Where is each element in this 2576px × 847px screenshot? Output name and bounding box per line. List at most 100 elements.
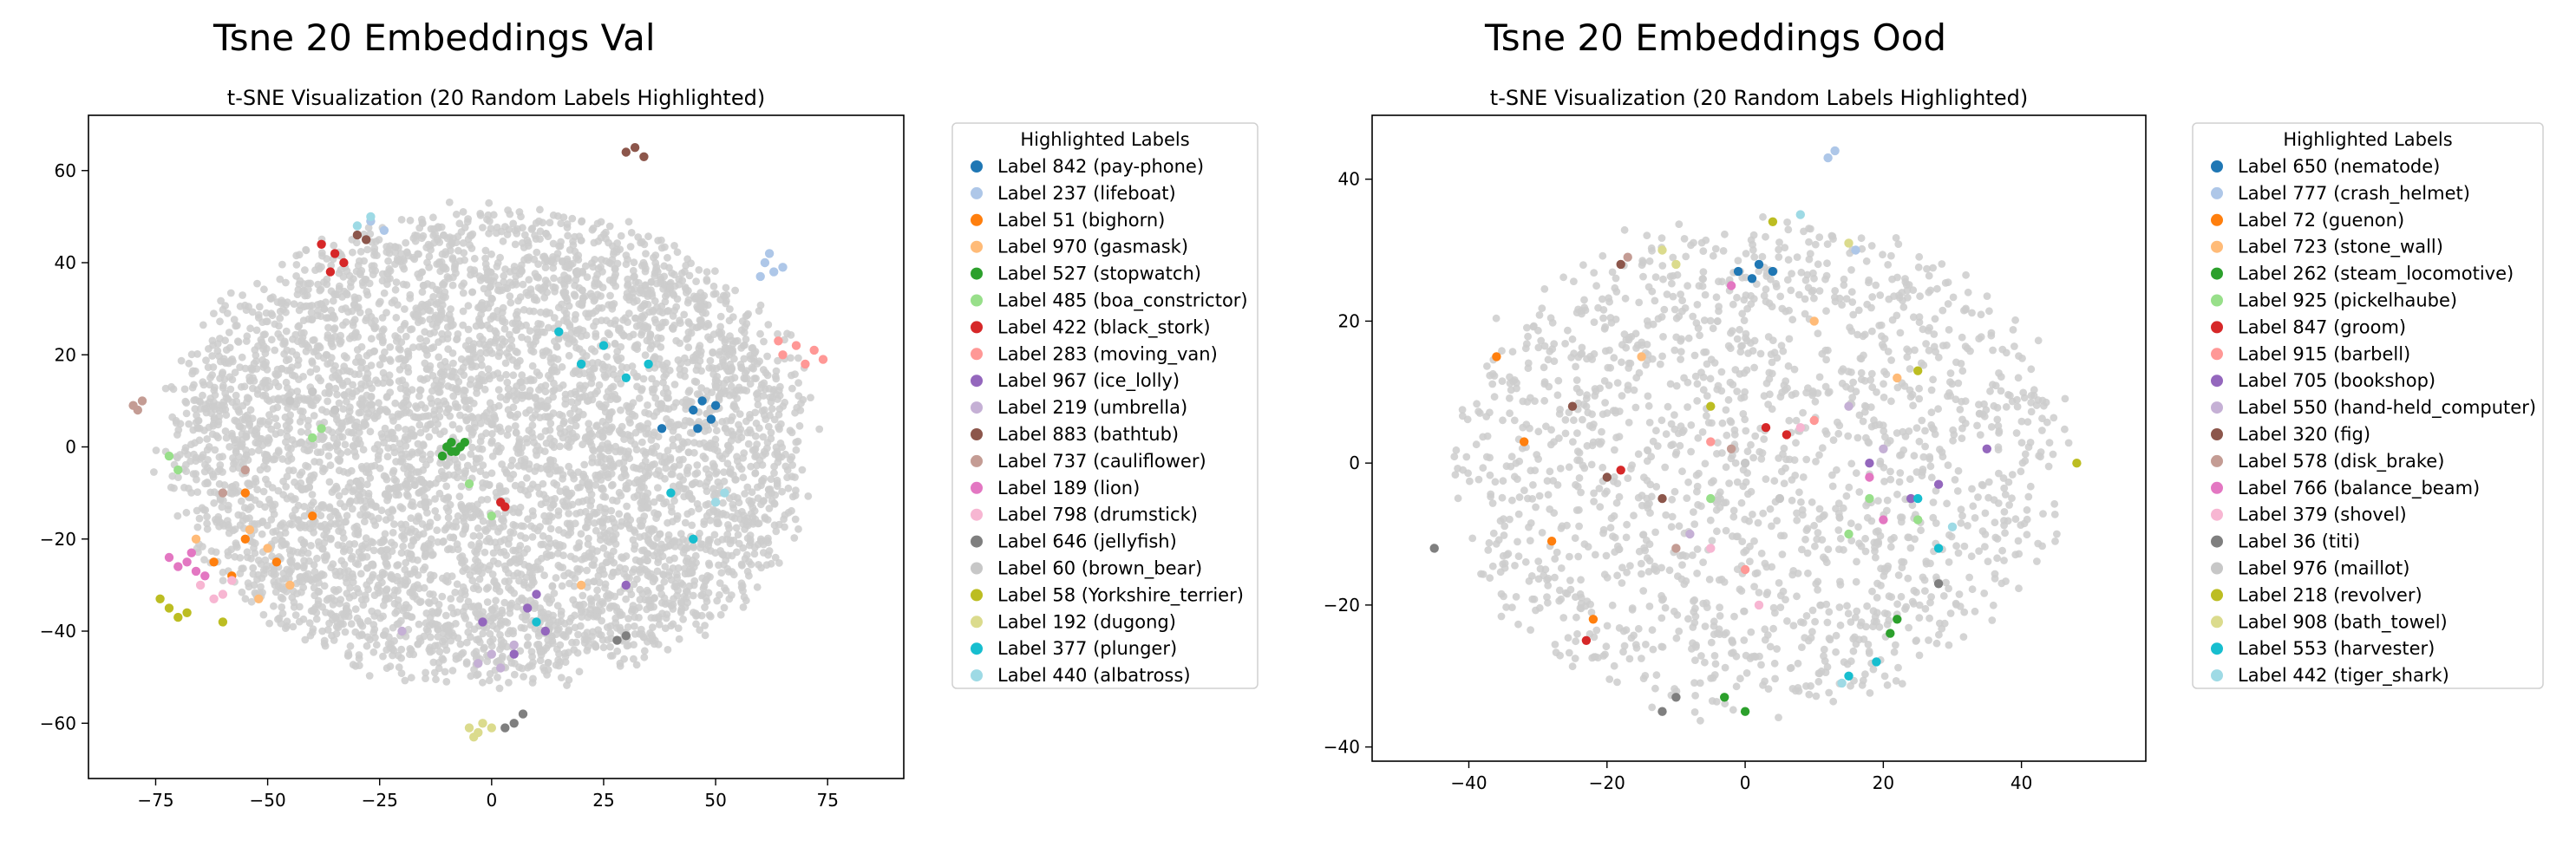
background-point — [363, 633, 372, 642]
background-point — [794, 524, 802, 533]
background-point — [701, 603, 709, 611]
background-point — [260, 285, 268, 294]
background-point — [674, 433, 683, 441]
background-point — [241, 364, 250, 373]
background-point — [624, 615, 632, 622]
background-point — [369, 621, 378, 629]
background-point — [591, 389, 599, 398]
background-point — [259, 330, 268, 339]
background-point — [631, 440, 639, 449]
background-point — [415, 420, 424, 429]
background-point — [474, 414, 483, 422]
background-point — [469, 531, 478, 540]
background-point — [742, 417, 750, 426]
background-point — [723, 531, 732, 538]
background-point — [654, 641, 663, 648]
background-point — [729, 504, 737, 512]
background-point — [650, 574, 658, 582]
background-point — [472, 549, 481, 557]
background-point — [709, 282, 718, 290]
background-point — [585, 534, 592, 543]
background-point — [565, 569, 572, 577]
background-point — [549, 611, 557, 620]
background-point — [268, 552, 276, 561]
background-point — [501, 359, 510, 368]
background-point — [254, 520, 262, 528]
background-point — [448, 667, 457, 674]
background-point — [677, 607, 685, 615]
background-point — [783, 466, 792, 474]
background-point — [263, 521, 271, 530]
background-point — [240, 382, 249, 391]
background-point — [716, 610, 725, 619]
background-point — [748, 488, 756, 497]
background-point — [298, 414, 307, 421]
background-point — [394, 423, 402, 432]
background-point — [212, 432, 221, 440]
background-point — [418, 288, 427, 296]
background-point — [372, 641, 381, 649]
background-point — [566, 468, 575, 477]
background-point — [390, 296, 399, 304]
background-point — [444, 621, 453, 629]
background-point — [510, 589, 519, 597]
background-point — [453, 463, 461, 472]
background-point — [662, 370, 670, 379]
background-point — [271, 430, 280, 439]
background-point — [652, 380, 660, 388]
background-point — [222, 411, 231, 420]
background-point — [453, 608, 461, 616]
background-point — [261, 362, 270, 369]
background-point — [738, 507, 746, 516]
background-point — [399, 280, 408, 289]
background-point — [571, 623, 579, 632]
background-point — [495, 349, 504, 357]
background-point — [470, 254, 479, 263]
background-point — [549, 387, 557, 395]
background-point — [575, 300, 584, 309]
background-point — [788, 428, 796, 437]
background-point — [644, 571, 652, 580]
background-point — [180, 446, 189, 455]
background-point — [747, 499, 755, 508]
background-point — [507, 557, 515, 566]
background-point — [546, 426, 554, 434]
background-point — [429, 590, 437, 599]
background-point — [185, 359, 193, 368]
background-point — [487, 315, 495, 323]
background-point — [476, 332, 484, 341]
background-point — [647, 436, 656, 444]
background-point — [618, 553, 625, 562]
background-point — [216, 335, 224, 342]
background-point — [705, 611, 714, 619]
background-point — [571, 292, 579, 300]
background-point — [238, 353, 246, 362]
background-point — [278, 455, 287, 463]
background-point — [395, 377, 403, 385]
background-point — [562, 263, 571, 271]
background-point — [754, 483, 762, 492]
background-point — [247, 597, 256, 606]
background-point — [425, 433, 434, 441]
background-point — [350, 421, 359, 430]
background-point — [590, 577, 598, 585]
background-point — [723, 564, 732, 573]
background-point — [639, 633, 648, 642]
background-point — [599, 643, 608, 652]
background-point — [784, 484, 793, 492]
background-point — [604, 515, 612, 524]
background-point — [672, 399, 680, 407]
background-point — [611, 264, 619, 273]
background-point — [333, 390, 341, 399]
background-point — [435, 648, 444, 656]
background-point — [334, 446, 342, 454]
background-point — [267, 336, 276, 344]
background-point — [520, 231, 529, 239]
background-point — [379, 336, 387, 344]
background-point — [588, 453, 597, 462]
background-point — [556, 541, 564, 549]
background-point — [224, 505, 232, 514]
background-point — [456, 553, 464, 562]
background-point — [407, 542, 415, 550]
background-point — [265, 382, 274, 391]
